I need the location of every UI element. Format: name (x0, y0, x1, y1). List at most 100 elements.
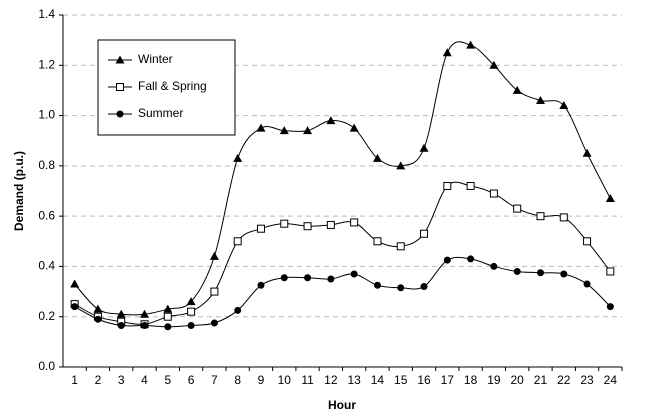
marker (117, 322, 125, 330)
marker (234, 306, 242, 314)
marker (94, 315, 102, 323)
x-tick-label: 19 (487, 373, 501, 387)
marker (350, 218, 359, 227)
marker (187, 307, 196, 316)
legend-label: Winter (138, 52, 173, 66)
x-tick-label: 14 (371, 373, 385, 387)
marker (512, 85, 522, 94)
marker (396, 161, 406, 170)
marker (186, 297, 196, 306)
marker (420, 229, 429, 238)
x-tick-label: 12 (324, 373, 338, 387)
y-tick-label: 0.6 (38, 208, 55, 222)
x-tick-label: 22 (557, 373, 571, 387)
marker (141, 322, 149, 330)
marker (257, 281, 265, 289)
marker (535, 95, 545, 104)
legend: Winter Fall & Spring Summer (97, 39, 236, 136)
x-tick-label: 5 (164, 373, 171, 387)
x-tick-label: 1 (71, 373, 78, 387)
marker (326, 220, 335, 229)
marker (467, 255, 475, 263)
marker (559, 101, 569, 110)
marker (233, 237, 242, 246)
marker (396, 242, 405, 251)
marker (372, 153, 382, 162)
marker (606, 303, 614, 311)
marker (303, 126, 313, 135)
marker (210, 287, 219, 296)
marker (466, 181, 475, 190)
x-tick-label: 20 (511, 373, 525, 387)
marker (233, 153, 243, 162)
marker (116, 309, 126, 318)
x-tick-label: 2 (95, 373, 102, 387)
marker (582, 148, 592, 157)
marker (489, 189, 498, 198)
marker (326, 116, 336, 125)
y-tick-label: 1.2 (38, 57, 55, 71)
marker (606, 267, 615, 276)
legend-label: Summer (138, 106, 183, 120)
marker (373, 281, 381, 289)
x-tick-label: 7 (211, 373, 218, 387)
x-tick-label: 24 (604, 373, 618, 387)
y-axis-title: Demand (p.u.) (12, 151, 26, 231)
y-tick-label: 1.0 (38, 108, 55, 122)
x-tick-label: 21 (534, 373, 548, 387)
marker (116, 110, 124, 118)
marker (304, 274, 312, 282)
marker (280, 219, 289, 228)
marker (536, 269, 544, 277)
series-line (74, 181, 611, 325)
marker (303, 222, 312, 231)
marker (443, 181, 452, 190)
legend-label: Fall & Spring (138, 79, 207, 93)
x-tick-label: 23 (580, 373, 594, 387)
marker (350, 270, 358, 278)
marker (115, 55, 125, 64)
marker (583, 280, 591, 288)
marker (327, 275, 335, 283)
marker (93, 304, 103, 313)
marker (256, 224, 265, 233)
marker (279, 126, 289, 135)
y-tick-label: 0.2 (38, 309, 55, 323)
x-tick-label: 8 (234, 373, 241, 387)
x-tick-label: 17 (441, 373, 455, 387)
marker (280, 274, 288, 282)
marker (536, 212, 545, 221)
marker (489, 60, 499, 69)
x-tick-label: 9 (258, 373, 265, 387)
marker (349, 123, 359, 132)
marker (605, 194, 615, 203)
marker (209, 251, 219, 260)
marker (116, 83, 124, 91)
marker (443, 256, 451, 264)
y-tick-label: 0.8 (38, 158, 55, 172)
x-tick-label: 6 (188, 373, 195, 387)
marker (163, 312, 172, 321)
y-tick-label: 1.4 (38, 7, 55, 21)
y-tick-label: 0.4 (38, 259, 55, 273)
marker (397, 284, 405, 292)
marker (70, 279, 80, 288)
marker (163, 304, 173, 313)
marker (210, 319, 218, 327)
marker (419, 143, 429, 152)
x-tick-label: 4 (141, 373, 148, 387)
marker (164, 323, 172, 331)
marker (442, 48, 452, 57)
marker (373, 237, 382, 246)
x-tick-label: 18 (464, 373, 478, 387)
x-axis-title: Hour (328, 398, 356, 412)
x-tick-label: 3 (118, 373, 125, 387)
marker (583, 237, 592, 246)
x-tick-label: 15 (394, 373, 408, 387)
marker (490, 262, 498, 270)
marker (513, 267, 521, 275)
x-tick-label: 11 (301, 373, 314, 387)
marker (513, 204, 522, 213)
x-tick-label: 13 (347, 373, 361, 387)
